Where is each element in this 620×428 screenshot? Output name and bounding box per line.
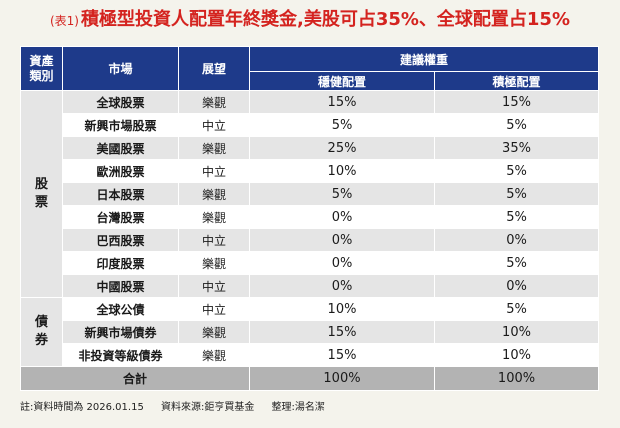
header-outlook: 展望 <box>178 46 250 91</box>
footnote: 註:資料時間為 2026.01.15 資料來源:鉅亨買基金 整理:湯名潔 <box>20 398 339 413</box>
page-title: (表1) 積極型投資人配置年終獎金,美股可占35%、全球配置占15% <box>0 6 620 35</box>
outlook-value: 樂觀 <box>178 251 250 275</box>
category-stocks: 股票 <box>20 90 63 298</box>
total-label: 合計 <box>20 366 250 391</box>
aggressive-value: 5% <box>433 205 600 229</box>
aggressive-value: 35% <box>433 136 600 160</box>
outlook-value: 樂觀 <box>178 320 250 344</box>
table-row: 新興市場股票 中立 5% 5% <box>21 113 600 137</box>
outlook-value: 樂觀 <box>178 343 250 367</box>
table-row: 非投資等級債券 樂觀 15% 10% <box>21 343 600 367</box>
table-row: 巴西股票 中立 0% 0% <box>21 228 600 252</box>
aggressive-value: 0% <box>433 274 600 298</box>
conservative-value: 15% <box>249 343 435 367</box>
market-name: 日本股票 <box>62 182 179 206</box>
market-name: 巴西股票 <box>62 228 179 252</box>
title-prefix: (表1) <box>49 14 79 28</box>
aggressive-value: 15% <box>433 90 600 114</box>
conservative-value: 5% <box>249 113 435 137</box>
outlook-value: 樂觀 <box>178 205 250 229</box>
header-market: 市場 <box>62 46 179 91</box>
conservative-value: 10% <box>249 297 435 321</box>
header-aggressive: 積極配置 <box>433 71 600 91</box>
table-row: 股票 全球股票 樂觀 15% 15% <box>20 90 600 298</box>
title-main: 積極型投資人配置年終獎金,美股可占35%、全球配置占15% <box>80 9 570 30</box>
table-row: 台灣股票 樂觀 0% 5% <box>21 205 600 229</box>
aggressive-value: 5% <box>433 297 600 321</box>
market-name: 台灣股票 <box>62 205 179 229</box>
table-row: 印度股票 樂觀 0% 5% <box>21 251 600 275</box>
outlook-value: 樂觀 <box>178 136 250 160</box>
conservative-value: 0% <box>249 205 435 229</box>
conservative-value: 10% <box>249 159 435 183</box>
outlook-value: 中立 <box>178 228 250 252</box>
market-name: 歐洲股票 <box>62 159 179 183</box>
aggressive-value: 5% <box>433 159 600 183</box>
conservative-value: 25% <box>249 136 435 160</box>
outlook-value: 中立 <box>178 274 250 298</box>
category-bonds: 債券 <box>20 297 63 367</box>
aggressive-value: 5% <box>433 113 600 137</box>
aggressive-value: 0% <box>433 228 600 252</box>
conservative-value: 15% <box>249 320 435 344</box>
outlook-value: 中立 <box>178 113 250 137</box>
aggressive-value: 10% <box>433 320 600 344</box>
conservative-value: 0% <box>249 251 435 275</box>
outlook-value: 中立 <box>178 159 250 183</box>
market-name: 全球股票 <box>62 90 179 114</box>
conservative-value: 15% <box>249 90 435 114</box>
total-conservative: 100% <box>249 366 435 391</box>
market-name: 印度股票 <box>62 251 179 275</box>
table-row: 美國股票 樂觀 25% 35% <box>21 136 600 160</box>
market-name: 新興市場股票 <box>62 113 179 137</box>
conservative-value: 5% <box>249 182 435 206</box>
table-row: 債券 全球公債 中立 10% 5% <box>20 297 600 367</box>
total-row: 合計 100% 100% <box>20 366 600 391</box>
outlook-value: 樂觀 <box>178 90 250 114</box>
market-name: 中國股票 <box>62 274 179 298</box>
table-row: 歐洲股票 中立 10% 5% <box>21 159 600 183</box>
market-name: 全球公債 <box>62 297 179 321</box>
aggressive-value: 5% <box>433 251 600 275</box>
table-row: 新興市場債券 樂觀 15% 10% <box>21 320 600 344</box>
table-row: 日本股票 樂觀 5% 5% <box>21 182 600 206</box>
table-row: 中國股票 中立 0% 0% <box>21 274 600 298</box>
footnote-source: 資料來源:鉅亨買基金 <box>161 402 255 413</box>
aggressive-value: 10% <box>433 343 600 367</box>
header-conservative: 穩健配置 <box>249 71 435 91</box>
outlook-value: 樂觀 <box>178 182 250 206</box>
outlook-value: 中立 <box>178 297 250 321</box>
footnote-editor: 整理:湯名潔 <box>271 402 325 413</box>
conservative-value: 0% <box>249 274 435 298</box>
conservative-value: 0% <box>249 228 435 252</box>
aggressive-value: 5% <box>433 182 600 206</box>
header-asset-class: 資產類別 <box>20 46 63 91</box>
header-recommended: 建議權重 <box>248 46 600 72</box>
market-name: 非投資等級債券 <box>62 343 179 367</box>
allocation-table: 資產類別 市場 展望 建議權重 穩健配置 積極配置 股票 全球股票 樂觀 15%… <box>20 46 600 391</box>
footnote-date: 註:資料時間為 2026.01.15 <box>20 402 144 413</box>
market-name: 美國股票 <box>62 136 179 160</box>
total-aggressive: 100% <box>433 366 600 391</box>
market-name: 新興市場債券 <box>62 320 179 344</box>
